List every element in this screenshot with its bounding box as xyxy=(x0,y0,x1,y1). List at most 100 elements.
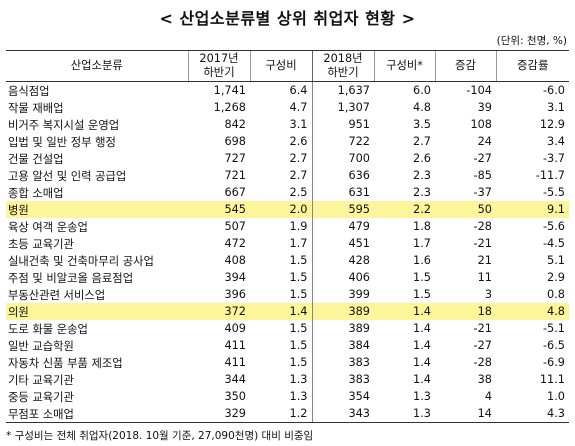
cell-s18: 1.4 xyxy=(413,356,431,369)
cell-s18: 1.3 xyxy=(413,390,431,403)
cell-name: 건물 건설업 xyxy=(8,152,64,166)
cell-v17: 698 xyxy=(224,135,246,148)
header-change: 증감 xyxy=(434,50,496,82)
header-2018: 2018년 하반기 xyxy=(311,50,374,82)
cell-rate: -6.5 xyxy=(542,339,565,352)
cell-s18: 1.5 xyxy=(413,288,431,301)
cell-chg: -37 xyxy=(473,186,492,199)
cell-v17: 727 xyxy=(224,152,246,165)
cell-s18: 2.7 xyxy=(413,135,431,148)
cell-chg: 108 xyxy=(470,118,492,131)
cell-s18: 1.4 xyxy=(413,339,431,352)
cell-v17: 408 xyxy=(224,254,246,267)
table-row: 의원 372 1.4 389 1.4 18 4.8 xyxy=(6,303,569,320)
header-2017: 2017년 하반기 xyxy=(187,50,250,82)
cell-v18: 951 xyxy=(311,116,374,133)
cell-v17: 842 xyxy=(224,118,246,131)
cell-v18: 595 xyxy=(311,201,374,218)
cell-rate: 9.1 xyxy=(496,201,569,218)
cell-chg: -85 xyxy=(473,169,492,182)
cell-s17: 1.5 xyxy=(289,356,308,369)
cell-v17: 344 xyxy=(224,373,246,386)
cell-rate: 3.1 xyxy=(547,101,565,114)
cell-s18: 4.8 xyxy=(413,101,431,114)
cell-v17: 394 xyxy=(224,271,246,284)
cell-rate: 1.0 xyxy=(547,390,565,403)
cell-chg: 14 xyxy=(435,405,496,423)
cell-v18: 399 xyxy=(311,286,374,303)
cell-name: 육상 여객 운송업 xyxy=(8,220,88,234)
cell-chg: -21 xyxy=(473,322,492,335)
cell-chg: 24 xyxy=(477,135,492,148)
cell-rate: 2.9 xyxy=(547,271,565,284)
cell-v18: 389 xyxy=(311,303,374,320)
cell-s17: 1.5 xyxy=(289,288,308,301)
cell-v17: 1,268 xyxy=(213,101,246,114)
cell-s17: 1.2 xyxy=(250,405,312,423)
cell-name: 초등 교육기관 xyxy=(8,237,74,251)
cell-v18: 383 xyxy=(311,371,374,388)
cell-s17: 2.6 xyxy=(289,135,308,148)
cell-s18: 1.5 xyxy=(413,271,431,284)
cell-name: 고용 알선 및 인력 공급업 xyxy=(8,169,127,183)
cell-s18: 1.7 xyxy=(413,237,431,250)
table-row: 병원 545 2.0 595 2.2 50 9.1 xyxy=(6,201,569,218)
cell-s17: 3.1 xyxy=(289,118,308,131)
cell-name: 작물 재배업 xyxy=(8,101,64,115)
cell-v17: 411 xyxy=(224,339,246,352)
cell-rate: 4.3 xyxy=(496,405,569,423)
cell-s17: 1.5 xyxy=(289,271,308,284)
cell-name: 음식점업 xyxy=(8,84,50,98)
cell-s18: 6.0 xyxy=(413,84,431,97)
cell-v17: 372 xyxy=(188,303,250,320)
cell-rate: -4.5 xyxy=(542,237,565,250)
cell-chg: 50 xyxy=(435,201,496,218)
table-row: 기타 교육기관 344 1.3 383 1.4 38 11.1 xyxy=(6,371,569,388)
table-row: 자동차 신품 부품 제조업 411 1.5 383 1.4 -28 -6.9 xyxy=(6,354,569,371)
cell-v18: 383 xyxy=(311,354,374,371)
cell-v18: 479 xyxy=(311,218,374,235)
table-row: 종합 소매업 667 2.5 631 2.3 -37 -5.5 xyxy=(6,184,569,201)
cell-v18: 451 xyxy=(311,235,374,252)
cell-chg: -27 xyxy=(473,339,492,352)
cell-chg: 18 xyxy=(435,303,496,320)
cell-chg: 38 xyxy=(477,373,492,386)
table-row: 건물 건설업 727 2.7 700 2.6 -27 -3.7 xyxy=(6,150,569,167)
header-industry: 산업소분류 xyxy=(6,50,188,82)
cell-rate: 12.9 xyxy=(539,118,565,131)
cell-s18: 1.3 xyxy=(374,405,435,423)
cell-v17: 409 xyxy=(224,322,246,335)
cell-chg: 39 xyxy=(477,101,492,114)
cell-s18: 1.6 xyxy=(413,254,431,267)
table-row: 중등 교육기관 350 1.3 354 1.3 4 1.0 xyxy=(6,388,569,405)
cell-s17: 1.7 xyxy=(289,237,308,250)
cell-s18: 1.4 xyxy=(413,322,431,335)
cell-v17: 396 xyxy=(224,288,246,301)
cell-rate: -3.7 xyxy=(542,152,565,165)
cell-s17: 4.7 xyxy=(289,101,308,114)
table-row: 육상 여객 운송업 507 1.9 479 1.8 -28 -5.6 xyxy=(6,218,569,235)
cell-v18: 354 xyxy=(311,388,374,405)
cell-name: 의원 xyxy=(6,303,188,320)
unit-label: (단위: 천명, %) xyxy=(496,35,567,47)
cell-name: 무점포 소매업 xyxy=(6,405,188,423)
table-row: 실내건축 및 건축마무리 공사업 408 1.5 428 1.6 21 5.1 xyxy=(6,252,569,269)
cell-name: 실내건축 및 건축마무리 공사업 xyxy=(8,254,154,268)
cell-chg: 4 xyxy=(484,390,492,403)
table-row: 고용 알선 및 인력 공급업 721 2.7 636 2.3 -85 -11.7 xyxy=(6,167,569,184)
cell-rate: -5.1 xyxy=(542,322,565,335)
cell-name: 비거주 복지시설 운영업 xyxy=(8,118,120,132)
cell-s17: 2.5 xyxy=(289,186,308,199)
cell-v17: 472 xyxy=(224,237,246,250)
cell-name: 부동산관련 서비스업 xyxy=(8,288,106,302)
cell-name: 중등 교육기관 xyxy=(8,390,74,404)
cell-s17: 1.3 xyxy=(289,390,308,403)
table-body: 음식점업 1,741 6.4 1,637 6.0 -104 -6.0 작물 재배업 1,268 4… xyxy=(6,81,569,423)
cell-v17: 411 xyxy=(224,356,246,369)
cell-chg: -27 xyxy=(473,152,492,165)
cell-s18: 2.6 xyxy=(413,152,431,165)
cell-v18: 722 xyxy=(311,133,374,150)
table-row: 도로 화물 운송업 409 1.5 389 1.4 -21 -5.1 xyxy=(6,320,569,337)
cell-s18: 1.4 xyxy=(374,303,435,320)
cell-rate: -11.7 xyxy=(535,169,565,182)
